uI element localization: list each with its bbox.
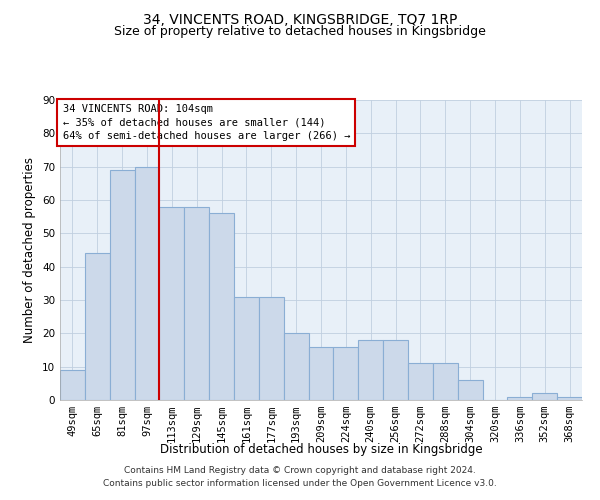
Text: 34, VINCENTS ROAD, KINGSBRIDGE, TQ7 1RP: 34, VINCENTS ROAD, KINGSBRIDGE, TQ7 1RP <box>143 12 457 26</box>
Bar <box>134 166 160 400</box>
Bar <box>184 206 209 400</box>
Bar <box>110 170 134 400</box>
Bar <box>85 254 110 400</box>
Bar <box>557 396 582 400</box>
Bar <box>234 296 259 400</box>
Bar <box>458 380 482 400</box>
Bar <box>433 364 458 400</box>
Bar <box>209 214 234 400</box>
Bar <box>383 340 408 400</box>
Text: 34 VINCENTS ROAD: 104sqm
← 35% of detached houses are smaller (144)
64% of semi-: 34 VINCENTS ROAD: 104sqm ← 35% of detach… <box>62 104 350 141</box>
Bar <box>334 346 358 400</box>
Bar <box>508 396 532 400</box>
Text: Distribution of detached houses by size in Kingsbridge: Distribution of detached houses by size … <box>160 442 482 456</box>
Bar <box>284 334 308 400</box>
Y-axis label: Number of detached properties: Number of detached properties <box>23 157 37 343</box>
Bar <box>60 370 85 400</box>
Bar <box>259 296 284 400</box>
Bar <box>160 206 184 400</box>
Bar <box>532 394 557 400</box>
Bar <box>358 340 383 400</box>
Text: Contains HM Land Registry data © Crown copyright and database right 2024.
Contai: Contains HM Land Registry data © Crown c… <box>103 466 497 487</box>
Bar <box>408 364 433 400</box>
Bar <box>308 346 334 400</box>
Text: Size of property relative to detached houses in Kingsbridge: Size of property relative to detached ho… <box>114 25 486 38</box>
